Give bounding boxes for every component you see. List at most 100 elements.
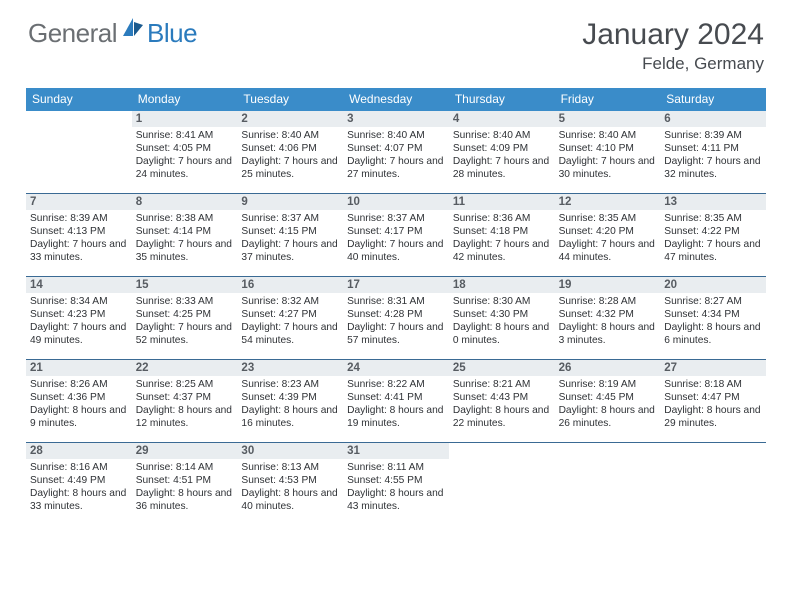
calendar-cell: 5 Sunrise: 8:40 AMSunset: 4:10 PMDaylight… bbox=[555, 111, 661, 193]
calendar-cell: 29 Sunrise: 8:14 AMSunset: 4:51 PMDayligh… bbox=[132, 443, 238, 525]
day-details: Sunrise: 8:31 AMSunset: 4:28 PMDaylight:… bbox=[346, 295, 446, 347]
day-number: 30 bbox=[237, 443, 343, 459]
week-row: 14Sunrise: 8:34 AMSunset: 4:23 PMDayligh… bbox=[26, 276, 766, 359]
day-number: 28 bbox=[26, 443, 132, 459]
day-details: Sunrise: 8:16 AMSunset: 4:49 PMDaylight:… bbox=[29, 461, 129, 513]
day-details: Sunrise: 8:40 AMSunset: 4:09 PMDaylight:… bbox=[452, 129, 552, 181]
day-details: Sunrise: 8:23 AMSunset: 4:39 PMDaylight:… bbox=[240, 378, 340, 430]
day-number: 23 bbox=[237, 360, 343, 376]
location-text: Felde, Germany bbox=[582, 54, 764, 74]
calendar-cell: 9Sunrise: 8:37 AMSunset: 4:15 PMDaylight… bbox=[237, 194, 343, 276]
day-number: 2 bbox=[237, 111, 343, 127]
day-number: 4 bbox=[449, 111, 555, 127]
week-row: 28 Sunrise: 8:16 AMSunset: 4:49 PMDayligh… bbox=[26, 442, 766, 525]
calendar-cell bbox=[26, 111, 132, 193]
day-details: Sunrise: 8:21 AMSunset: 4:43 PMDaylight:… bbox=[452, 378, 552, 430]
day-number: 24 bbox=[343, 360, 449, 376]
day-details: Sunrise: 8:38 AMSunset: 4:14 PMDaylight:… bbox=[135, 212, 235, 264]
week-row: 21 Sunrise: 8:26 AMSunset: 4:36 PMDayligh… bbox=[26, 359, 766, 442]
calendar-cell: 1 Sunrise: 8:41 AMSunset: 4:05 PMDaylight… bbox=[132, 111, 238, 193]
day-number: 19 bbox=[555, 277, 661, 293]
calendar-cell bbox=[555, 443, 661, 525]
calendar-cell: 24 Sunrise: 8:22 AMSunset: 4:41 PMDayligh… bbox=[343, 360, 449, 442]
day-details: Sunrise: 8:14 AMSunset: 4:51 PMDaylight:… bbox=[135, 461, 235, 513]
dow-tuesday: Tuesday bbox=[237, 88, 343, 111]
day-details: Sunrise: 8:40 AMSunset: 4:07 PMDaylight:… bbox=[346, 129, 446, 181]
day-number: 7 bbox=[26, 194, 132, 210]
day-number: 17 bbox=[343, 277, 449, 293]
day-number: 6 bbox=[660, 111, 766, 127]
dow-sunday: Sunday bbox=[26, 88, 132, 111]
day-details: Sunrise: 8:35 AMSunset: 4:22 PMDaylight:… bbox=[663, 212, 763, 264]
calendar-cell: 21 Sunrise: 8:26 AMSunset: 4:36 PMDayligh… bbox=[26, 360, 132, 442]
logo-text-blue: Blue bbox=[147, 18, 197, 49]
day-details: Sunrise: 8:35 AMSunset: 4:20 PMDaylight:… bbox=[558, 212, 658, 264]
day-details: Sunrise: 8:30 AMSunset: 4:30 PMDaylight:… bbox=[452, 295, 552, 347]
day-details: Sunrise: 8:11 AMSunset: 4:55 PMDaylight:… bbox=[346, 461, 446, 513]
week-row: 1 Sunrise: 8:41 AMSunset: 4:05 PMDaylight… bbox=[26, 111, 766, 193]
dow-saturday: Saturday bbox=[660, 88, 766, 111]
day-number: 5 bbox=[555, 111, 661, 127]
day-number: 20 bbox=[660, 277, 766, 293]
calendar-cell: 2Sunrise: 8:40 AMSunset: 4:06 PMDaylight… bbox=[237, 111, 343, 193]
calendar: SundayMondayTuesdayWednesdayThursdayFrid… bbox=[26, 88, 766, 525]
month-title: January 2024 bbox=[582, 18, 764, 52]
calendar-cell: 31Sunrise: 8:11 AMSunset: 4:55 PMDayligh… bbox=[343, 443, 449, 525]
logo-text-general: General bbox=[28, 18, 117, 49]
logo-sail-icon bbox=[121, 16, 145, 43]
day-number: 1 bbox=[132, 111, 238, 127]
day-number: 3 bbox=[343, 111, 449, 127]
day-number: 25 bbox=[449, 360, 555, 376]
day-number: 18 bbox=[449, 277, 555, 293]
day-number: 15 bbox=[132, 277, 238, 293]
day-number: 8 bbox=[132, 194, 238, 210]
title-block: January 2024 Felde, Germany bbox=[582, 18, 764, 74]
calendar-cell: 12Sunrise: 8:35 AMSunset: 4:20 PMDayligh… bbox=[555, 194, 661, 276]
day-number: 29 bbox=[132, 443, 238, 459]
day-number: 26 bbox=[555, 360, 661, 376]
calendar-cell: 10Sunrise: 8:37 AMSunset: 4:17 PMDayligh… bbox=[343, 194, 449, 276]
calendar-cell: 3 Sunrise: 8:40 AMSunset: 4:07 PMDaylight… bbox=[343, 111, 449, 193]
day-details: Sunrise: 8:18 AMSunset: 4:47 PMDaylight:… bbox=[663, 378, 763, 430]
day-number: 21 bbox=[26, 360, 132, 376]
day-details: Sunrise: 8:41 AMSunset: 4:05 PMDaylight:… bbox=[135, 129, 235, 181]
day-number: 10 bbox=[343, 194, 449, 210]
calendar-cell: 26 Sunrise: 8:19 AMSunset: 4:45 PMDayligh… bbox=[555, 360, 661, 442]
day-number: 16 bbox=[237, 277, 343, 293]
day-number: 22 bbox=[132, 360, 238, 376]
calendar-cell: 14Sunrise: 8:34 AMSunset: 4:23 PMDayligh… bbox=[26, 277, 132, 359]
day-number: 27 bbox=[660, 360, 766, 376]
day-details: Sunrise: 8:33 AMSunset: 4:25 PMDaylight:… bbox=[135, 295, 235, 347]
calendar-cell: 20 Sunrise: 8:27 AMSunset: 4:34 PMDayligh… bbox=[660, 277, 766, 359]
day-number: 13 bbox=[660, 194, 766, 210]
dow-friday: Friday bbox=[555, 88, 661, 111]
day-details: Sunrise: 8:32 AMSunset: 4:27 PMDaylight:… bbox=[240, 295, 340, 347]
day-details: Sunrise: 8:22 AMSunset: 4:41 PMDaylight:… bbox=[346, 378, 446, 430]
calendar-cell: 19Sunrise: 8:28 AMSunset: 4:32 PMDayligh… bbox=[555, 277, 661, 359]
calendar-cell: 15 Sunrise: 8:33 AMSunset: 4:25 PMDayligh… bbox=[132, 277, 238, 359]
day-number: 11 bbox=[449, 194, 555, 210]
day-details: Sunrise: 8:19 AMSunset: 4:45 PMDaylight:… bbox=[558, 378, 658, 430]
dow-monday: Monday bbox=[132, 88, 238, 111]
calendar-cell: 7 Sunrise: 8:39 AMSunset: 4:13 PMDaylight… bbox=[26, 194, 132, 276]
day-details: Sunrise: 8:39 AMSunset: 4:13 PMDaylight:… bbox=[29, 212, 129, 264]
calendar-cell: 22 Sunrise: 8:25 AMSunset: 4:37 PMDayligh… bbox=[132, 360, 238, 442]
calendar-cell: 13 Sunrise: 8:35 AMSunset: 4:22 PMDayligh… bbox=[660, 194, 766, 276]
day-details: Sunrise: 8:39 AMSunset: 4:11 PMDaylight:… bbox=[663, 129, 763, 181]
day-details: Sunrise: 8:27 AMSunset: 4:34 PMDaylight:… bbox=[663, 295, 763, 347]
day-details: Sunrise: 8:36 AMSunset: 4:18 PMDaylight:… bbox=[452, 212, 552, 264]
dow-thursday: Thursday bbox=[449, 88, 555, 111]
weeks-container: 1 Sunrise: 8:41 AMSunset: 4:05 PMDaylight… bbox=[26, 111, 766, 525]
calendar-cell: 25 Sunrise: 8:21 AMSunset: 4:43 PMDayligh… bbox=[449, 360, 555, 442]
day-number: 9 bbox=[237, 194, 343, 210]
calendar-cell: 6 Sunrise: 8:39 AMSunset: 4:11 PMDaylight… bbox=[660, 111, 766, 193]
calendar-cell: 11 Sunrise: 8:36 AMSunset: 4:18 PMDayligh… bbox=[449, 194, 555, 276]
calendar-cell: 30Sunrise: 8:13 AMSunset: 4:53 PMDayligh… bbox=[237, 443, 343, 525]
day-details: Sunrise: 8:40 AMSunset: 4:10 PMDaylight:… bbox=[558, 129, 658, 181]
calendar-cell: 18 Sunrise: 8:30 AMSunset: 4:30 PMDayligh… bbox=[449, 277, 555, 359]
day-details: Sunrise: 8:26 AMSunset: 4:36 PMDaylight:… bbox=[29, 378, 129, 430]
calendar-cell: 8 Sunrise: 8:38 AMSunset: 4:14 PMDaylight… bbox=[132, 194, 238, 276]
day-details: Sunrise: 8:25 AMSunset: 4:37 PMDaylight:… bbox=[135, 378, 235, 430]
day-number: 14 bbox=[26, 277, 132, 293]
calendar-cell: 27 Sunrise: 8:18 AMSunset: 4:47 PMDayligh… bbox=[660, 360, 766, 442]
